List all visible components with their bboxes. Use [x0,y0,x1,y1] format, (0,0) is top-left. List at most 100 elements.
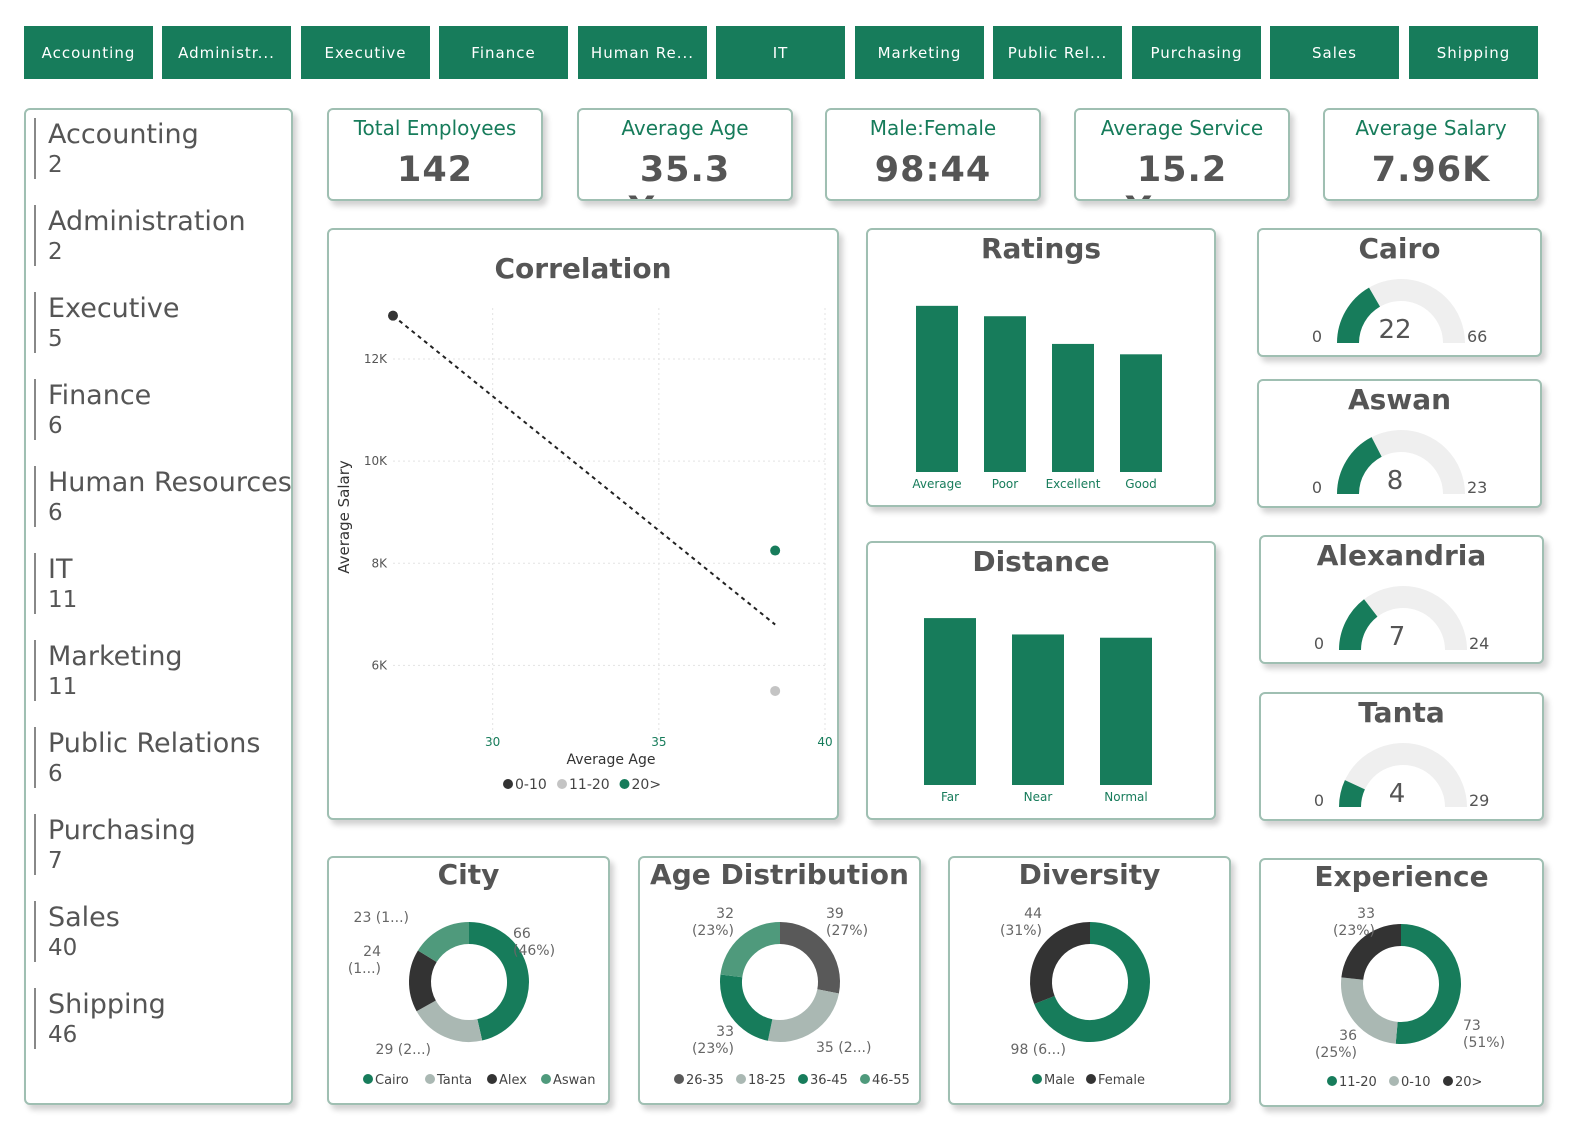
gauge-fill [1339,780,1366,808]
department-name: IT [48,554,73,585]
chart-title: Experience [1314,860,1489,893]
tab-administration[interactable]: Administr... [162,26,291,79]
gauge-max: 29 [1469,791,1489,810]
y-tick-label: 6K [371,658,388,672]
department-item[interactable]: Public Relations 6 [34,727,260,788]
donut-data-label: 23 (1...) [354,910,409,926]
donut-data-label: 39 [826,906,844,922]
kpi-title: Male:Female [869,116,997,140]
legend-label: Cairo [375,1073,409,1088]
donut-data-label: (25%) [1315,1045,1357,1061]
department-item[interactable]: Executive 5 [34,292,179,353]
gauge-value: 8 [1387,466,1404,496]
department-item[interactable]: Purchasing 7 [34,814,196,875]
gauge-fill [1337,287,1381,344]
department-item[interactable]: Marketing 11 [34,640,183,701]
donut-slice [779,922,840,994]
legend-marker [1327,1076,1337,1086]
correlation-card: Correlation 30 35 40 12K 10K 8K 6K Average Age A… [327,228,839,820]
donut-data-label: 24 [363,944,381,960]
department-item[interactable]: Administration 2 [34,205,246,266]
department-name: Shipping [48,989,166,1020]
gauge-value: 22 [1378,315,1411,345]
correlation-chart: 30 35 40 12K 10K 8K 6K Average Age Average Salar… [335,308,833,793]
legend-label: 20> [632,777,662,793]
kpi-average-age: Average Age 35.3 Years [577,108,793,201]
tab-purchasing[interactable]: Purchasing [1132,26,1261,79]
tab-human-resources[interactable]: Human Re... [578,26,707,79]
kpi-value: 142 [396,150,474,190]
department-item[interactable]: Shipping 46 [34,988,166,1049]
tab-it[interactable]: IT [716,26,845,79]
legend-marker [619,779,630,789]
kpi-title: Average Salary [1355,116,1507,140]
tab-sales[interactable]: Sales [1270,26,1399,79]
department-count: 11 [48,674,78,700]
y-axis-label: Average Salary [335,460,353,574]
chart-title: Age Distribution [650,858,909,891]
department-name: Human Resources [48,467,292,498]
donut-data-label: 32 [716,906,734,922]
bar-category-label: Poor [992,477,1018,491]
legend-label: 20> [1455,1075,1482,1090]
tab-shipping[interactable]: Shipping [1409,26,1538,79]
tab-accounting[interactable]: Accounting [24,26,153,79]
chart-title: Ratings [980,232,1102,265]
city-donut-chart: 66(46%) 29 (2...) 24(1...) 23 (1...) Cairo Ta… [348,910,596,1088]
donut-slice [1341,924,1402,981]
gauge-card-tanta: Tanta 4 0 29 [1259,692,1544,821]
experience-donut-chart: 73(51%) 36(25%) 33(23%) 11-20 0-10 20> [1315,906,1505,1090]
diversity-card: Diversity 98 (6...) 44 (31%) Male Female [948,856,1231,1105]
legend-marker [541,1074,551,1084]
legend-label: 0-10 [1401,1075,1431,1090]
department-count: 46 [48,1022,78,1048]
diversity-donut-chart: 98 (6...) 44(31%) Male Female [1000,906,1150,1088]
donut-slice [720,922,781,978]
donut-slice [409,950,437,1012]
bar [1100,637,1152,785]
donut-data-label: (23%) [692,1041,734,1057]
gauge-chart: 7 0 24 [1314,586,1489,653]
tab-executive[interactable]: Executive [301,26,430,79]
scatter-point [770,685,781,696]
department-item[interactable]: Sales 40 [34,901,120,962]
donut-data-label: 29 (2...) [376,1042,431,1058]
kpi-title: Total Employees [353,116,517,140]
donut-data-label: (23%) [692,923,734,939]
kpi-average-service: Average Service 15.2 Years [1074,108,1290,201]
bar [916,305,958,472]
department-item[interactable]: Accounting 2 [34,118,199,179]
donut-data-label: 36 [1339,1028,1357,1044]
age-distribution-donut-chart: 39(27%)35 (2...)33(23%)32(23%)26-35 18-25… [674,906,910,1088]
gauge-title: Alexandria [1316,539,1487,572]
legend-marker [1389,1076,1399,1086]
gauge-value: 7 [1389,622,1406,652]
department-count: 2 [48,239,63,265]
legend-label: 46-55 [872,1073,910,1088]
gauge-min: 0 [1312,327,1322,346]
gauge-chart: 8 0 23 [1312,430,1487,497]
bar [1120,354,1162,472]
tab-marketing[interactable]: Marketing [855,26,984,79]
department-item[interactable]: Finance 6 [34,379,151,440]
legend-marker [860,1074,870,1084]
donut-slice [1395,924,1461,1044]
legend-label: 36-45 [810,1073,848,1088]
legend-marker [674,1074,684,1084]
donut-data-label: (31%) [1000,923,1042,939]
legend-label: Male [1044,1073,1075,1088]
y-tick-label: 8K [371,556,388,570]
donut-data-label: 73 [1463,1018,1481,1034]
ratings-card: Ratings Average Poor Excellent Good [866,228,1216,507]
legend-marker [425,1074,435,1084]
x-tick-label: 40 [817,735,832,749]
tab-finance[interactable]: Finance [439,26,568,79]
department-list: Accounting 2 Administration 2 Executive … [24,108,293,1105]
bar [1052,343,1094,472]
tab-public-relations[interactable]: Public Rel... [993,26,1122,79]
gauge-max: 23 [1467,478,1487,497]
gauge-chart: 4 0 29 [1314,743,1489,810]
legend-marker [557,779,567,789]
department-item[interactable]: IT 11 [34,553,77,614]
department-item[interactable]: Human Resources 6 [34,466,292,527]
